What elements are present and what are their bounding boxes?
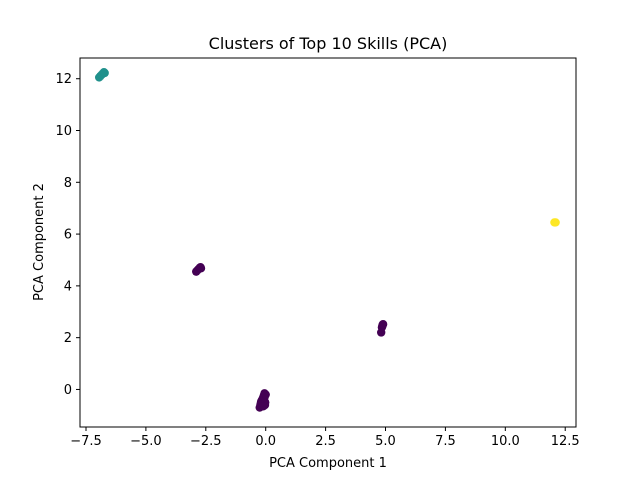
data-point [196, 264, 206, 273]
x-tick-label: 12.5 [551, 434, 580, 449]
y-tick-label: 12 [55, 72, 72, 87]
x-tick-label: 2.5 [315, 434, 336, 449]
data-point [378, 320, 388, 329]
x-tick-label: −2.5 [190, 434, 222, 449]
data-point [261, 390, 270, 399]
plot-area-frame [79, 57, 577, 428]
x-tick-label: 7.5 [435, 434, 456, 449]
y-tick-label: 4 [64, 279, 72, 294]
data-point [259, 402, 268, 411]
x-axis-label: PCA Component 1 [269, 456, 387, 471]
y-tick-label: 8 [64, 176, 72, 191]
y-tick-label: 6 [64, 228, 72, 243]
data-point [551, 218, 560, 227]
x-tick-label: 10.0 [491, 434, 520, 449]
x-tick-label: 5.0 [375, 434, 396, 449]
x-tick-label: −7.5 [70, 434, 102, 449]
data-point [100, 68, 109, 78]
y-axis: 0 2 4 6 8 10 12 [55, 72, 80, 398]
x-axis: −7.5 −5.0 −2.5 0.0 2.5 5.0 7.5 10.0 12.5 [70, 427, 580, 449]
points-layer [94, 68, 560, 412]
chart-title: Clusters of Top 10 Skills (PCA) [209, 34, 448, 53]
y-tick-label: 0 [64, 383, 72, 398]
y-tick-label: 2 [64, 331, 72, 346]
x-tick-label: 0.0 [255, 434, 276, 449]
y-axis-label: PCA Component 2 [32, 183, 47, 301]
y-tick-label: 10 [55, 124, 72, 139]
x-tick-label: −5.0 [130, 434, 162, 449]
